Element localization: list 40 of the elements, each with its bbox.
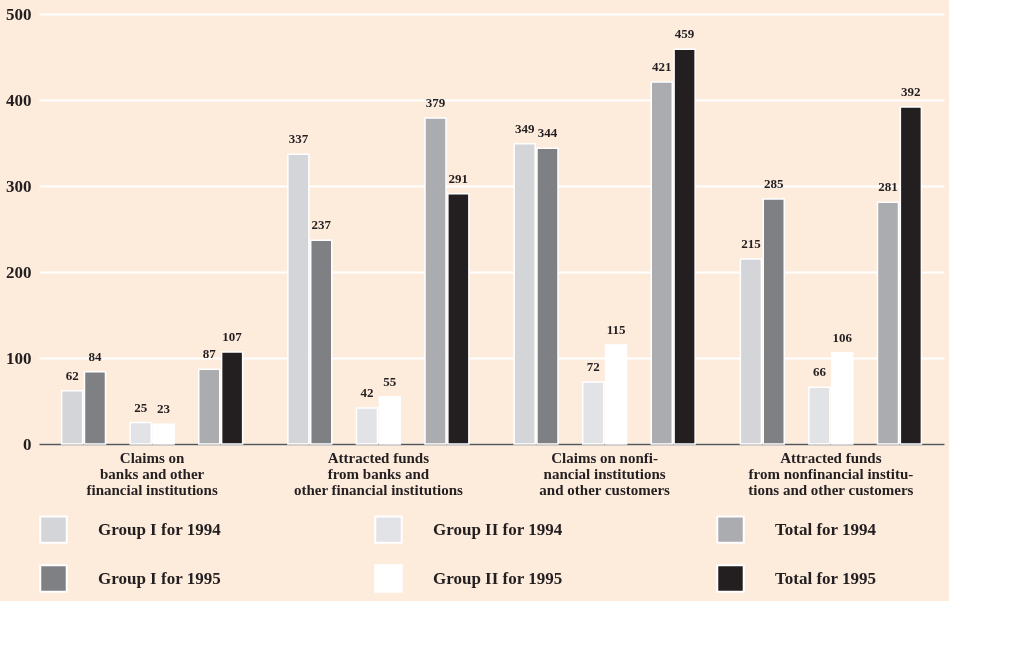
data-label: 285 — [763, 175, 784, 191]
data-label: 337 — [288, 131, 309, 147]
y-tick-label: 100 — [6, 348, 32, 368]
data-label: 87 — [202, 346, 217, 362]
legend-label: Total for 1994 — [775, 519, 877, 539]
y-tick-label: 0 — [23, 434, 32, 454]
legend-label: Group I for 1995 — [98, 568, 221, 588]
legend-label: Group I for 1994 — [98, 519, 222, 539]
data-label: 42 — [360, 384, 374, 400]
data-label: 107 — [222, 328, 243, 344]
x-tick-label: Claims on banks and other financial institutions — [86, 449, 218, 498]
x-tick-label: Claims on nonfi- nancial institutions and other customers — [539, 449, 671, 498]
legend-label: Group II for 1995 — [433, 568, 563, 588]
y-tick-label: 300 — [6, 176, 32, 196]
data-label: 392 — [901, 83, 921, 99]
legend-label: Group II for 1994 — [433, 519, 563, 539]
data-label: 215 — [741, 236, 762, 252]
data-label: 349 — [514, 120, 535, 136]
data-label: 237 — [311, 217, 332, 233]
x-tick-label: Attracted funds from banks and other financial institutions — [293, 449, 463, 498]
data-label: 344 — [537, 125, 558, 141]
data-label: 459 — [674, 26, 695, 42]
data-label: 25 — [134, 399, 148, 415]
legend-label: Total for 1995 — [775, 568, 877, 588]
data-label: 62 — [65, 367, 79, 383]
data-label: 106 — [832, 329, 853, 345]
data-label: 379 — [425, 95, 446, 111]
y-tick-label: 400 — [6, 90, 32, 110]
x-tick-label: Attracted funds from nonfinancial institu- tions and other customers — [748, 449, 914, 498]
data-label: 115 — [606, 322, 626, 338]
data-label: 291 — [448, 170, 469, 186]
data-label: 281 — [878, 179, 898, 195]
data-label: 23 — [157, 401, 171, 417]
data-label: 72 — [586, 359, 600, 375]
y-tick-label: 500 — [6, 4, 32, 24]
y-tick-label: 200 — [6, 262, 32, 282]
data-label: 55 — [383, 373, 397, 389]
data-label: 421 — [652, 58, 672, 74]
data-label: 84 — [88, 348, 102, 364]
data-label: 66 — [812, 364, 827, 380]
